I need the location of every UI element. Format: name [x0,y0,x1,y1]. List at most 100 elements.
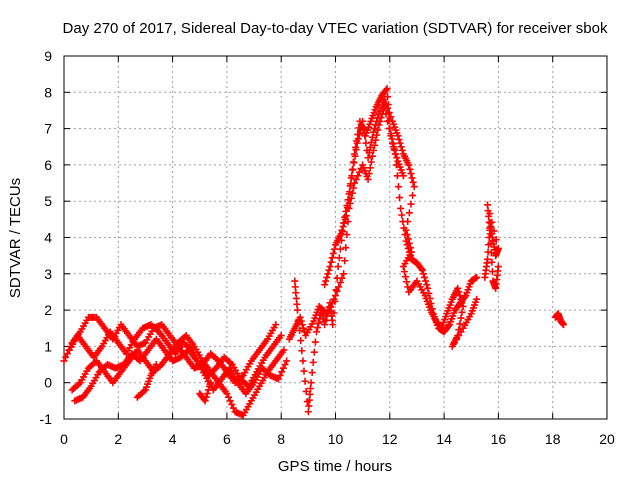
data-point [405,239,413,247]
grid-lines [64,56,607,419]
data-point [297,317,305,325]
data-point [336,279,344,287]
data-point [418,266,426,274]
data-point [63,350,71,358]
data-point [365,149,373,157]
data-point [403,278,411,286]
data-point [201,397,209,405]
data-point [342,244,350,252]
series-track-e [133,85,481,416]
data-point [417,265,425,273]
data-point [323,273,331,281]
data-point [456,320,464,328]
data-point [308,369,316,377]
data-point [375,121,383,129]
data-point [325,306,333,314]
data-point [402,226,410,234]
data-point [399,172,407,180]
data-point [373,131,381,139]
data-point [407,200,415,208]
x-tick-label: 18 [545,431,561,447]
data-point [341,257,349,265]
y-axis-label: SDTVAR / TECUs [7,178,24,298]
y-tick-labels: -1 0 1 2 3 4 5 6 7 8 9 [40,48,53,427]
data-point [405,209,413,217]
data-point [340,219,348,227]
data-point [409,178,417,186]
data-point [335,283,343,291]
data-point [424,284,432,292]
data-point [387,132,395,140]
data-point [274,375,282,383]
series-track-f [321,96,481,350]
data-point [487,249,495,257]
data-point [356,126,364,134]
data-point [355,168,363,176]
data-point [332,292,339,300]
data-point [421,273,429,281]
data-point [352,175,360,183]
data-point [296,313,304,321]
data-point [407,170,415,178]
x-tick-label: 12 [382,431,398,447]
data-point [473,295,481,303]
y-tick-label: 5 [44,193,52,209]
data-point [398,146,406,154]
data-point [337,230,345,238]
data-point [339,223,347,231]
series-track-b [65,321,285,390]
data-point [492,236,500,244]
data-point [487,239,495,247]
y-tick-label: 6 [44,157,52,173]
data-point [272,321,280,329]
data-point [406,244,414,252]
data-point [461,293,469,301]
x-tick-label: 8 [277,431,285,447]
y-tick-label: 1 [44,338,52,354]
y-tick-label: 2 [44,302,52,318]
series-track-d [71,335,291,405]
data-point [387,113,395,121]
data-point [280,346,288,354]
x-tick-label: 16 [491,431,507,447]
data-point [394,183,402,191]
x-tick-label: 2 [114,431,122,447]
data-point [325,266,333,274]
data-point [309,358,317,366]
data-point [330,295,338,303]
x-tick-label: 6 [223,431,231,447]
data-point [393,154,401,162]
data-point [338,274,346,282]
data-point [391,146,399,154]
data-point [335,254,343,262]
data-point [473,273,481,281]
data-point [379,106,387,114]
data-point [206,382,214,390]
data-point [393,172,401,180]
data-point [349,165,357,173]
data-point [349,184,357,192]
data-point [456,292,464,300]
x-tick-label: 10 [328,431,344,447]
data-point [296,326,304,334]
data-point [392,150,400,158]
data-point [372,136,380,144]
data-point [276,371,284,379]
x-tick-label: 14 [436,431,452,447]
data-point [228,400,236,408]
data-point [389,139,397,147]
data-point [457,295,465,303]
series-track-g [285,103,568,343]
data-point [281,361,289,369]
axis-ticks [63,55,608,420]
data-point [402,273,410,281]
data-point [312,328,320,336]
data-point [370,146,378,154]
data-point [494,263,502,271]
data-point [490,227,498,235]
data-point [365,170,373,178]
data-point [398,211,406,219]
data-point [371,125,379,133]
data-point [385,109,393,117]
